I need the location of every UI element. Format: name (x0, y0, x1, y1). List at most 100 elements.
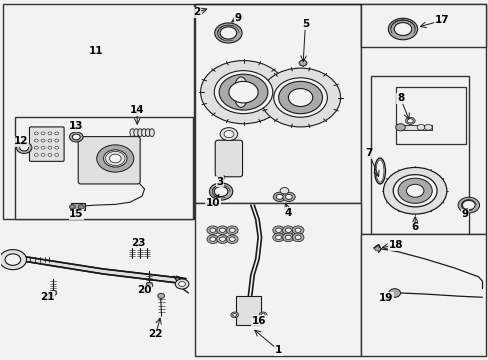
Circle shape (220, 27, 236, 39)
Circle shape (214, 71, 272, 114)
Circle shape (392, 175, 436, 207)
Circle shape (260, 68, 340, 127)
Circle shape (220, 128, 237, 140)
Circle shape (275, 235, 281, 239)
Circle shape (282, 233, 294, 242)
Text: 11: 11 (88, 46, 103, 56)
Circle shape (48, 146, 52, 149)
Circle shape (387, 18, 417, 40)
Circle shape (175, 279, 188, 289)
Circle shape (69, 132, 83, 142)
Circle shape (285, 228, 291, 232)
Text: 4: 4 (284, 208, 291, 218)
Circle shape (282, 226, 294, 234)
Circle shape (55, 153, 59, 156)
FancyBboxPatch shape (29, 127, 64, 161)
Circle shape (280, 188, 288, 194)
Circle shape (34, 139, 38, 142)
Bar (400, 125, 431, 130)
Text: 12: 12 (14, 136, 28, 146)
Circle shape (462, 201, 474, 210)
Text: 9: 9 (460, 209, 468, 219)
Ellipse shape (145, 129, 150, 136)
Circle shape (219, 237, 225, 241)
Circle shape (457, 197, 479, 213)
Circle shape (78, 205, 84, 209)
Bar (71, 203, 85, 211)
Circle shape (105, 151, 125, 166)
Circle shape (41, 153, 45, 156)
Ellipse shape (130, 129, 135, 136)
Circle shape (206, 226, 218, 234)
Circle shape (209, 183, 232, 200)
Circle shape (224, 131, 233, 138)
Circle shape (393, 23, 411, 36)
Circle shape (405, 117, 414, 125)
Text: 22: 22 (148, 329, 163, 339)
Circle shape (226, 235, 238, 243)
Ellipse shape (374, 158, 385, 184)
Circle shape (295, 228, 301, 232)
Circle shape (41, 132, 45, 135)
Circle shape (97, 145, 134, 172)
Circle shape (216, 226, 228, 234)
Bar (15, 117, 193, 220)
Bar (370, 76, 468, 234)
Circle shape (285, 194, 292, 199)
Bar (395, 87, 466, 144)
Circle shape (285, 235, 291, 239)
Text: 3: 3 (216, 177, 224, 187)
Circle shape (230, 312, 238, 318)
Text: 1: 1 (274, 345, 282, 355)
Text: 10: 10 (205, 198, 220, 208)
Circle shape (259, 312, 266, 318)
Bar (360, 234, 485, 356)
Circle shape (103, 150, 127, 167)
Text: 14: 14 (130, 105, 144, 115)
Circle shape (48, 153, 52, 156)
Circle shape (0, 249, 26, 270)
Text: 16: 16 (251, 316, 266, 325)
Bar (244, 85, 300, 105)
Circle shape (388, 289, 400, 297)
Ellipse shape (138, 129, 142, 136)
Circle shape (109, 154, 121, 163)
Circle shape (72, 134, 80, 140)
Circle shape (226, 226, 238, 234)
Circle shape (20, 144, 28, 151)
Circle shape (34, 153, 38, 156)
Circle shape (200, 60, 286, 124)
Circle shape (232, 314, 236, 316)
Circle shape (374, 247, 380, 251)
Circle shape (55, 139, 59, 142)
Text: 7: 7 (365, 148, 372, 158)
Circle shape (416, 125, 424, 130)
Circle shape (214, 186, 227, 197)
Circle shape (292, 226, 304, 234)
Circle shape (278, 81, 322, 114)
Circle shape (219, 228, 225, 232)
Circle shape (48, 132, 52, 135)
Text: 15: 15 (69, 209, 83, 219)
Ellipse shape (134, 129, 139, 136)
Bar (3, 4, 194, 220)
Bar (360, 4, 485, 234)
Circle shape (229, 237, 235, 241)
Circle shape (55, 146, 59, 149)
Ellipse shape (233, 77, 248, 107)
Ellipse shape (149, 129, 154, 136)
Circle shape (288, 89, 312, 107)
Text: 9: 9 (234, 13, 241, 23)
Circle shape (395, 124, 405, 131)
Text: 23: 23 (131, 238, 145, 248)
Circle shape (50, 291, 57, 296)
Circle shape (216, 235, 228, 243)
Circle shape (5, 254, 20, 265)
Circle shape (178, 282, 185, 287)
Circle shape (34, 146, 38, 149)
FancyBboxPatch shape (78, 136, 140, 184)
Text: 2: 2 (193, 7, 201, 17)
Circle shape (158, 293, 164, 298)
Circle shape (424, 125, 431, 130)
Circle shape (406, 184, 423, 197)
